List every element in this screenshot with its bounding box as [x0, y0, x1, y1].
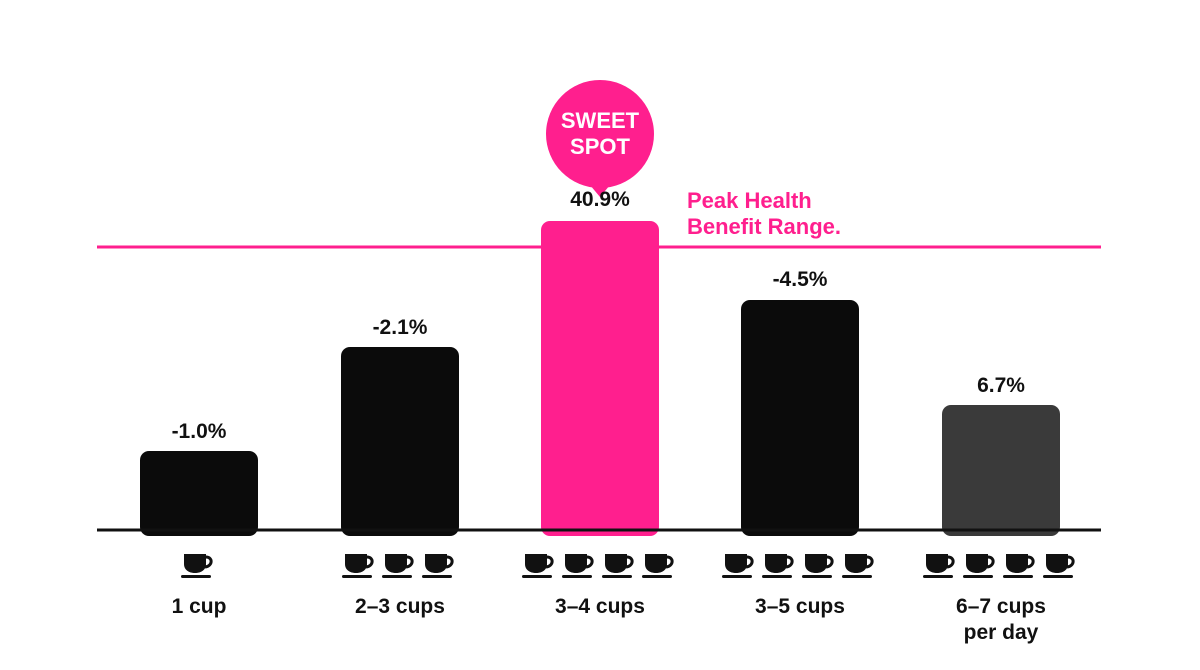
coffee-cup-icon [923, 554, 955, 578]
bar-2 [341, 347, 459, 536]
category-label-1: 1 cup [171, 595, 227, 618]
cup-icons-1 [180, 551, 218, 579]
peak-benefit-label: Peak Health Benefit Range. [687, 188, 842, 239]
coffee-cup-icon [842, 554, 874, 578]
sweet-spot-bubble [546, 80, 654, 188]
value-label-1: -1.0% [171, 420, 227, 443]
coffee-cup-icon [722, 554, 754, 578]
bar-3 [541, 221, 659, 536]
category-label-5: 6–7 cups per day [956, 595, 1046, 644]
value-label-3: 40.9% [570, 188, 630, 211]
value-label-5: 6.7% [977, 374, 1025, 397]
coffee-cup-icon [522, 554, 554, 578]
bar-1 [140, 451, 258, 536]
coffee-cup-icon [963, 554, 995, 578]
category-label-4: 3–5 cups [755, 595, 845, 618]
coffee-cup-icon [181, 554, 213, 578]
coffee-cup-icon [762, 554, 794, 578]
sweet-spot-callout-text: SWEET SPOT [560, 108, 640, 159]
value-label-2: -2.1% [372, 316, 428, 339]
category-label-2: 2–3 cups [355, 595, 445, 618]
coffee-cup-icon [382, 554, 414, 578]
coffee-cup-icon [562, 554, 594, 578]
coffee-cup-icon [342, 554, 374, 578]
coffee-cup-icon [642, 554, 674, 578]
cup-icons-4 [721, 551, 879, 579]
cup-icons-2 [341, 551, 459, 579]
sweet-spot-bubble-pointer [590, 185, 610, 197]
cup-icons-5 [922, 551, 1080, 579]
coffee-cup-icon [1003, 554, 1035, 578]
bar-5 [942, 405, 1060, 536]
cup-icons-3 [521, 551, 679, 579]
coffee-cup-icon [802, 554, 834, 578]
coffee-cup-icon [602, 554, 634, 578]
value-label-4: -4.5% [772, 268, 828, 291]
coffee-cup-icon [422, 554, 454, 578]
coffee-cup-icon [1043, 554, 1075, 578]
bar-4 [741, 300, 859, 536]
category-label-3: 3–4 cups [555, 595, 645, 618]
